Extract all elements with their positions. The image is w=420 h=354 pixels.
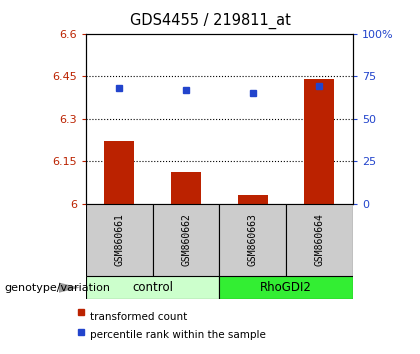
Bar [304, 79, 334, 204]
Text: GSM860663: GSM860663 [248, 213, 258, 266]
Bar [86, 276, 220, 299]
Polygon shape [59, 282, 80, 293]
Text: GDS4455 / 219811_at: GDS4455 / 219811_at [129, 12, 291, 29]
Text: control: control [132, 281, 173, 294]
Bar [238, 195, 268, 204]
Bar [86, 204, 153, 276]
Text: transformed count: transformed count [90, 312, 188, 322]
Text: GSM860662: GSM860662 [181, 213, 191, 266]
Bar [286, 204, 353, 276]
Bar [220, 276, 353, 299]
Bar [171, 172, 201, 204]
Text: percentile rank within the sample: percentile rank within the sample [90, 330, 266, 339]
Bar [105, 141, 134, 204]
Text: RhoGDI2: RhoGDI2 [260, 281, 312, 294]
Text: genotype/variation: genotype/variation [4, 282, 110, 293]
Bar [220, 204, 286, 276]
Text: GSM860664: GSM860664 [315, 213, 325, 266]
Bar [153, 204, 220, 276]
Text: GSM860661: GSM860661 [114, 213, 124, 266]
